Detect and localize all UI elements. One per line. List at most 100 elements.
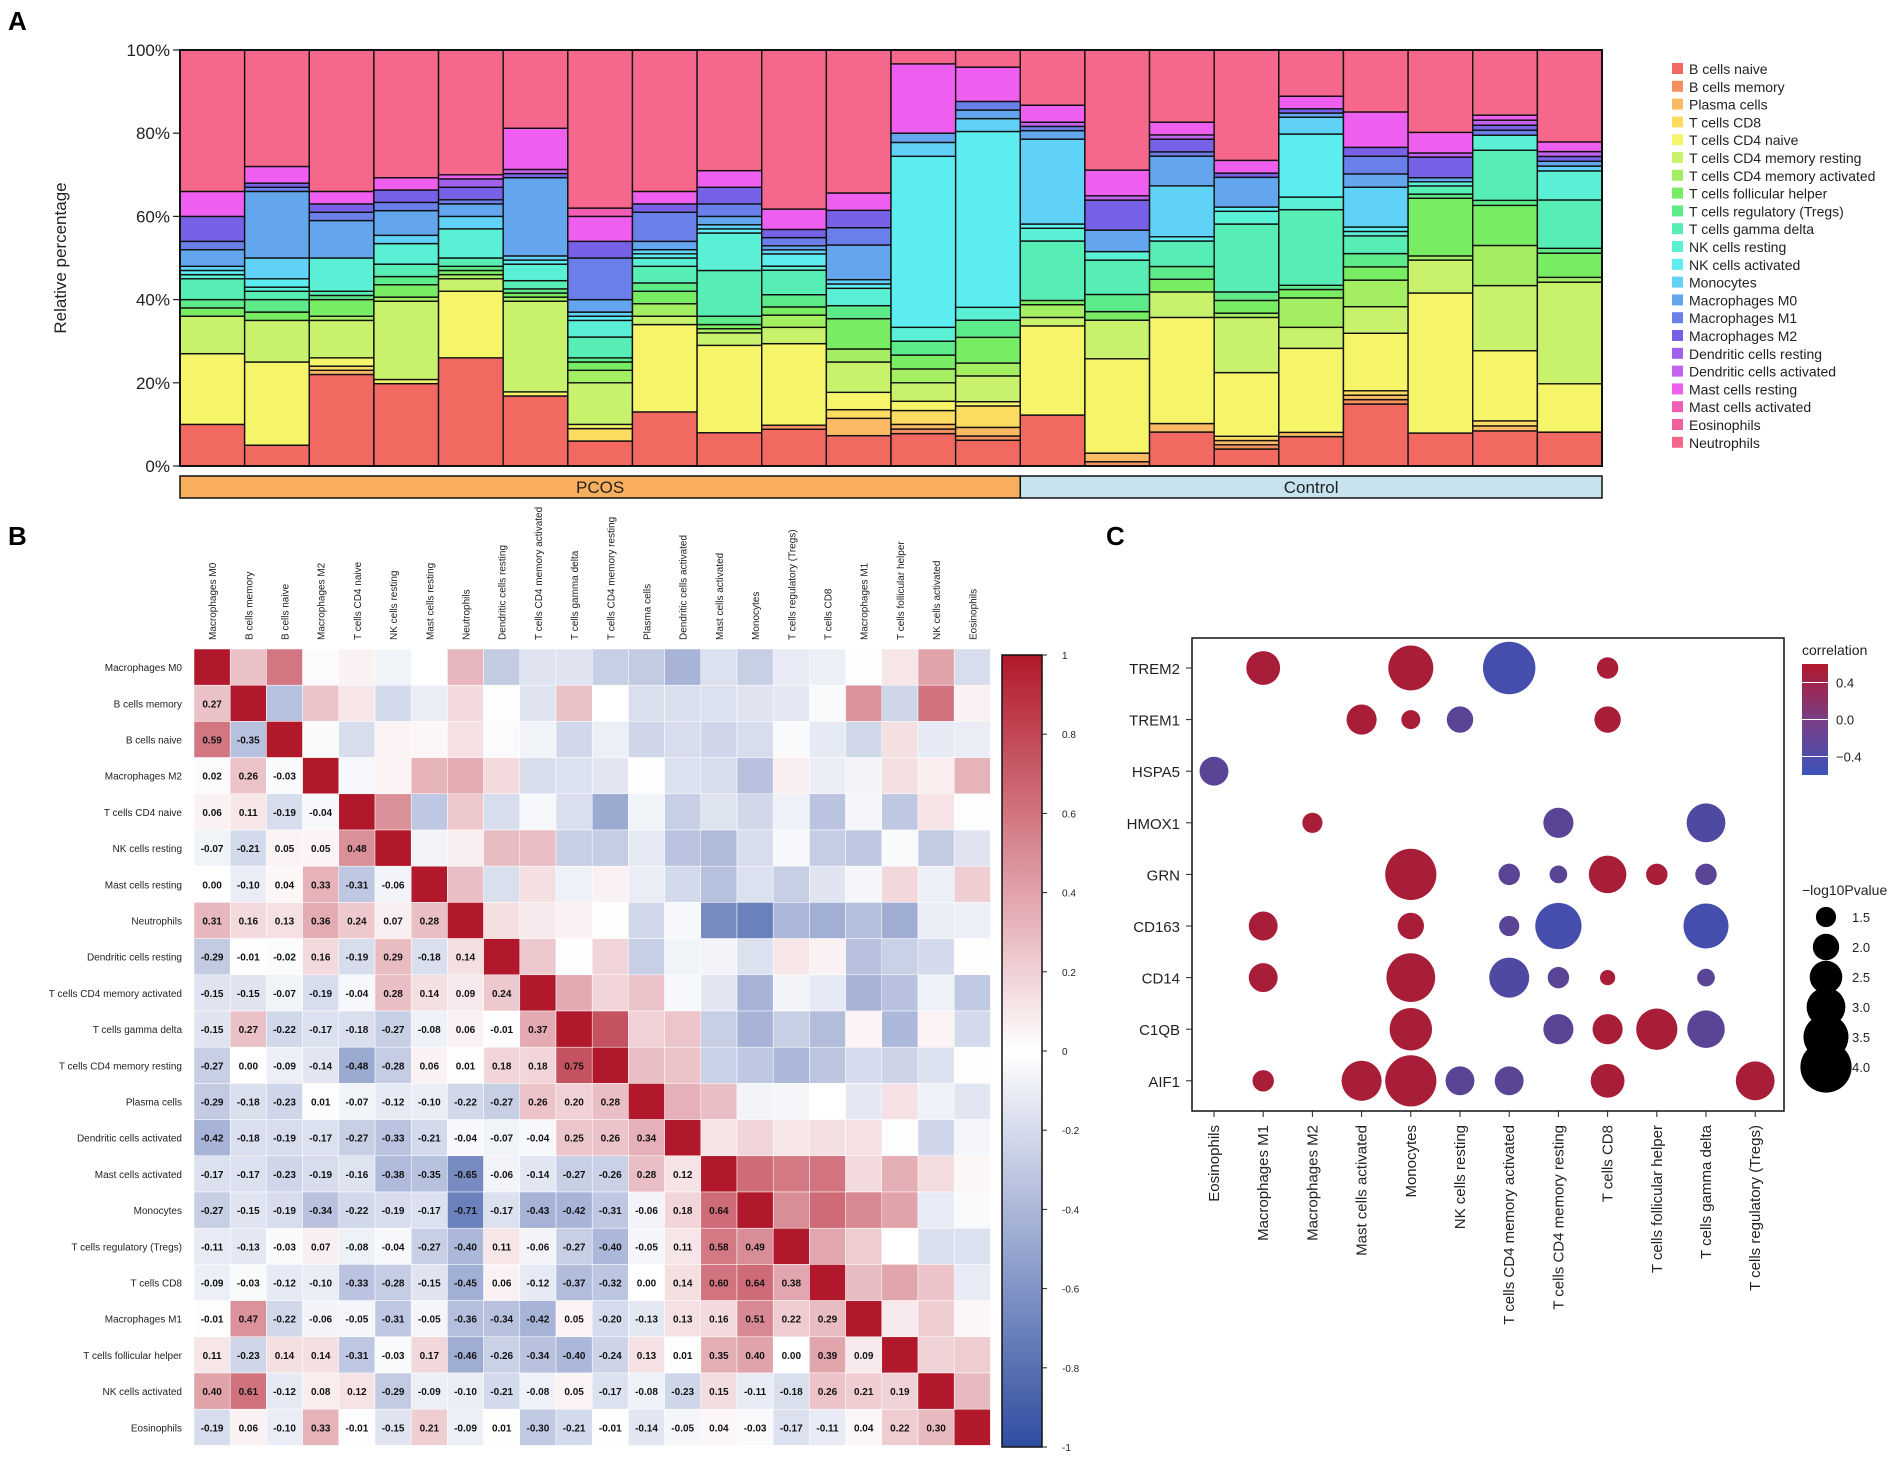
bar-segment (567, 361, 634, 372)
bar-segment (567, 440, 634, 467)
heatmap-cell (628, 1083, 665, 1120)
y-tick-label: 20% (136, 374, 170, 393)
heatmap-cell (628, 1408, 665, 1446)
heatmap-cell (917, 757, 955, 795)
legend-label: Mast cells resting (1689, 381, 1797, 397)
correlation-value: -0.18 (346, 1025, 369, 1036)
bar-segment (179, 49, 246, 193)
correlation-value: 0.18 (528, 1061, 548, 1072)
heatmap-cell (555, 1264, 593, 1301)
heatmap-cell (519, 1155, 557, 1193)
correlation-value: -0.38 (382, 1170, 405, 1181)
legend-swatch (1672, 258, 1683, 270)
heatmap-cell (302, 684, 340, 722)
bar-segment (179, 307, 246, 317)
heatmap-cell (953, 829, 991, 867)
heatmap-cell (338, 1083, 376, 1120)
heatmap-cell (555, 1408, 593, 1446)
correlation-value: -0.26 (490, 1351, 513, 1362)
bar-segment (437, 278, 504, 292)
heatmap-cell (447, 829, 484, 867)
heatmap-cell (772, 757, 810, 795)
bar-segment (696, 232, 763, 272)
heatmap-cell (519, 1264, 557, 1301)
heatmap-cell (845, 1119, 883, 1157)
colorbar-tick-label: -0.2 (1062, 1126, 1080, 1137)
bar-segment (1148, 138, 1215, 153)
column-label: Dendritic cells resting (498, 545, 509, 640)
heatmap-cell (302, 1155, 340, 1193)
correlation-value: -0.19 (273, 1206, 296, 1217)
heatmap-cell (628, 684, 665, 722)
heatmap-cell (483, 1372, 521, 1410)
heatmap-cell (809, 829, 846, 867)
row-label: Monocytes (134, 1206, 182, 1217)
heatmap-cell (917, 1336, 955, 1374)
correlation-value: 0.36 (311, 917, 331, 928)
bubble (1199, 756, 1229, 786)
bar-segment (1278, 95, 1345, 110)
bar-segment (1472, 284, 1539, 352)
correlation-value: -0.03 (237, 1279, 260, 1290)
heatmap-cell (338, 974, 376, 1012)
correlation-value: -0.17 (201, 1170, 224, 1181)
bar-segment (1536, 150, 1603, 158)
heatmap-cell (555, 1191, 593, 1229)
correlation-value: 0.16 (709, 1315, 729, 1326)
correlation-value: -0.13 (237, 1242, 260, 1253)
correlation-value: -0.15 (201, 1025, 224, 1036)
legend-swatch (1672, 241, 1683, 252)
correlation-value: -0.20 (599, 1315, 622, 1326)
heatmap-cell (809, 1155, 846, 1193)
heatmap-cell (555, 865, 593, 903)
size-legend-dot (1800, 1041, 1852, 1093)
heatmap-cell (266, 1264, 303, 1301)
heatmap-cell (266, 1119, 303, 1157)
heatmap-cell (483, 1046, 521, 1084)
correlation-value: 0.40 (202, 1387, 222, 1398)
bar-segment (954, 375, 1021, 403)
bar-segment (1019, 414, 1086, 467)
correlation-value: -0.22 (454, 1098, 477, 1109)
heatmap-cell (338, 1119, 376, 1157)
bar-segment (631, 265, 698, 284)
heatmap-cell (809, 793, 846, 831)
heatmap-cell (881, 1336, 919, 1374)
heatmap-cell (772, 974, 810, 1012)
column-label: T cells follicular helper (896, 541, 907, 640)
heatmap-cell (591, 974, 629, 1012)
correlation-value: -0.40 (599, 1242, 622, 1253)
bar-segment (696, 186, 763, 205)
correlation-value: -0.18 (418, 953, 441, 964)
bar-segment (502, 395, 569, 467)
legend-swatch (1672, 347, 1683, 359)
heatmap-cell (338, 684, 376, 722)
bar-segment (1278, 435, 1345, 467)
correlation-value: -0.01 (201, 1315, 224, 1326)
bar-segment (696, 203, 763, 218)
heatmap-cell (193, 902, 231, 939)
correlation-value: 0.21 (420, 1423, 440, 1434)
correlation-value: -0.35 (237, 736, 260, 747)
heatmap-cell (736, 684, 774, 722)
heatmap-cell (700, 1010, 738, 1048)
gene-label: C1QB (1139, 1022, 1180, 1039)
correlation-value: 0.06 (420, 1061, 440, 1072)
bar-segment (1278, 196, 1345, 211)
correlation-value: 0.07 (311, 1242, 331, 1253)
bar-segment (1019, 104, 1086, 123)
heatmap-cell (917, 1264, 955, 1301)
heatmap-cell (700, 648, 738, 686)
bar-segment (567, 298, 634, 313)
correlation-value: -0.36 (454, 1315, 477, 1326)
heatmap-cell (447, 974, 484, 1012)
bar-segment (1472, 149, 1539, 202)
heatmap-cell (338, 648, 376, 686)
bubble (1389, 1007, 1433, 1051)
correlation-value: -0.21 (237, 844, 260, 855)
heatmap-cell (483, 793, 521, 831)
heatmap-cell (483, 1336, 521, 1374)
bar-segment (437, 215, 504, 230)
cell-type-label: NK cells resting (1452, 1125, 1469, 1229)
heatmap-cell (772, 1119, 810, 1157)
